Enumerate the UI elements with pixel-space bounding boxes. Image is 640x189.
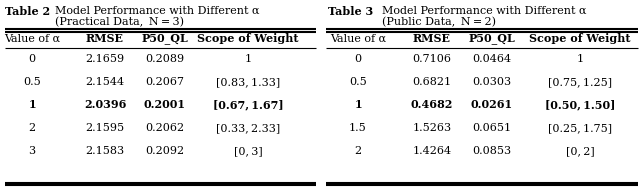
Text: 0: 0 <box>355 54 362 64</box>
Text: 1: 1 <box>28 99 36 111</box>
Text: [0, 3]: [0, 3] <box>234 146 262 156</box>
Text: 1: 1 <box>354 99 362 111</box>
Text: 2.1659: 2.1659 <box>85 54 125 64</box>
Text: RMSE: RMSE <box>413 33 451 44</box>
Text: 0.0261: 0.0261 <box>471 99 513 111</box>
Text: [0.75, 1.25]: [0.75, 1.25] <box>548 77 612 87</box>
Text: (Public Data, N = 2): (Public Data, N = 2) <box>382 17 496 27</box>
Text: 0: 0 <box>28 54 36 64</box>
Text: 0.0303: 0.0303 <box>472 77 511 87</box>
Text: 2.1595: 2.1595 <box>85 123 125 133</box>
Text: 1.4264: 1.4264 <box>412 146 452 156</box>
Text: P50_QL: P50_QL <box>141 33 188 44</box>
Text: Model Performance with Different α: Model Performance with Different α <box>382 6 586 16</box>
Text: 2.0396: 2.0396 <box>84 99 126 111</box>
Text: P50_QL: P50_QL <box>468 33 515 44</box>
Text: 1: 1 <box>577 54 584 64</box>
Text: 0.0853: 0.0853 <box>472 146 511 156</box>
Text: Value of α: Value of α <box>330 34 386 44</box>
Text: 0.7106: 0.7106 <box>413 54 451 64</box>
Text: Table 2: Table 2 <box>5 6 50 17</box>
Text: Scope of Weight: Scope of Weight <box>197 33 299 44</box>
Text: [0.33, 2.33]: [0.33, 2.33] <box>216 123 280 133</box>
Text: 0.5: 0.5 <box>23 77 41 87</box>
Text: [0.50, 1.50]: [0.50, 1.50] <box>545 99 615 111</box>
Text: 2: 2 <box>28 123 36 133</box>
Text: 0.6821: 0.6821 <box>412 77 452 87</box>
Text: 2.1544: 2.1544 <box>85 77 125 87</box>
Text: 0.5: 0.5 <box>349 77 367 87</box>
Text: 0.2092: 0.2092 <box>145 146 184 156</box>
Text: 2: 2 <box>355 146 362 156</box>
Text: 2.1583: 2.1583 <box>85 146 125 156</box>
Text: 0.0464: 0.0464 <box>472 54 511 64</box>
Text: 1.5: 1.5 <box>349 123 367 133</box>
Text: Model Performance with Different α: Model Performance with Different α <box>55 6 259 16</box>
Text: 0.0651: 0.0651 <box>472 123 511 133</box>
Text: 1: 1 <box>244 54 252 64</box>
Text: 0.2001: 0.2001 <box>144 99 186 111</box>
Text: [0, 2]: [0, 2] <box>566 146 595 156</box>
Text: 3: 3 <box>28 146 36 156</box>
Text: [0.83, 1.33]: [0.83, 1.33] <box>216 77 280 87</box>
Text: (Practical Data, N = 3): (Practical Data, N = 3) <box>55 17 184 27</box>
Text: 0.2067: 0.2067 <box>145 77 184 87</box>
Text: Table 3: Table 3 <box>328 6 373 17</box>
Text: 0.4682: 0.4682 <box>411 99 453 111</box>
Text: 1.5263: 1.5263 <box>412 123 452 133</box>
Text: [0.67, 1.67]: [0.67, 1.67] <box>212 99 284 111</box>
Text: Scope of Weight: Scope of Weight <box>529 33 631 44</box>
Text: 0.2089: 0.2089 <box>145 54 184 64</box>
Text: 0.2062: 0.2062 <box>145 123 184 133</box>
Text: [0.25, 1.75]: [0.25, 1.75] <box>548 123 612 133</box>
Text: Value of α: Value of α <box>4 34 60 44</box>
Text: RMSE: RMSE <box>86 33 124 44</box>
